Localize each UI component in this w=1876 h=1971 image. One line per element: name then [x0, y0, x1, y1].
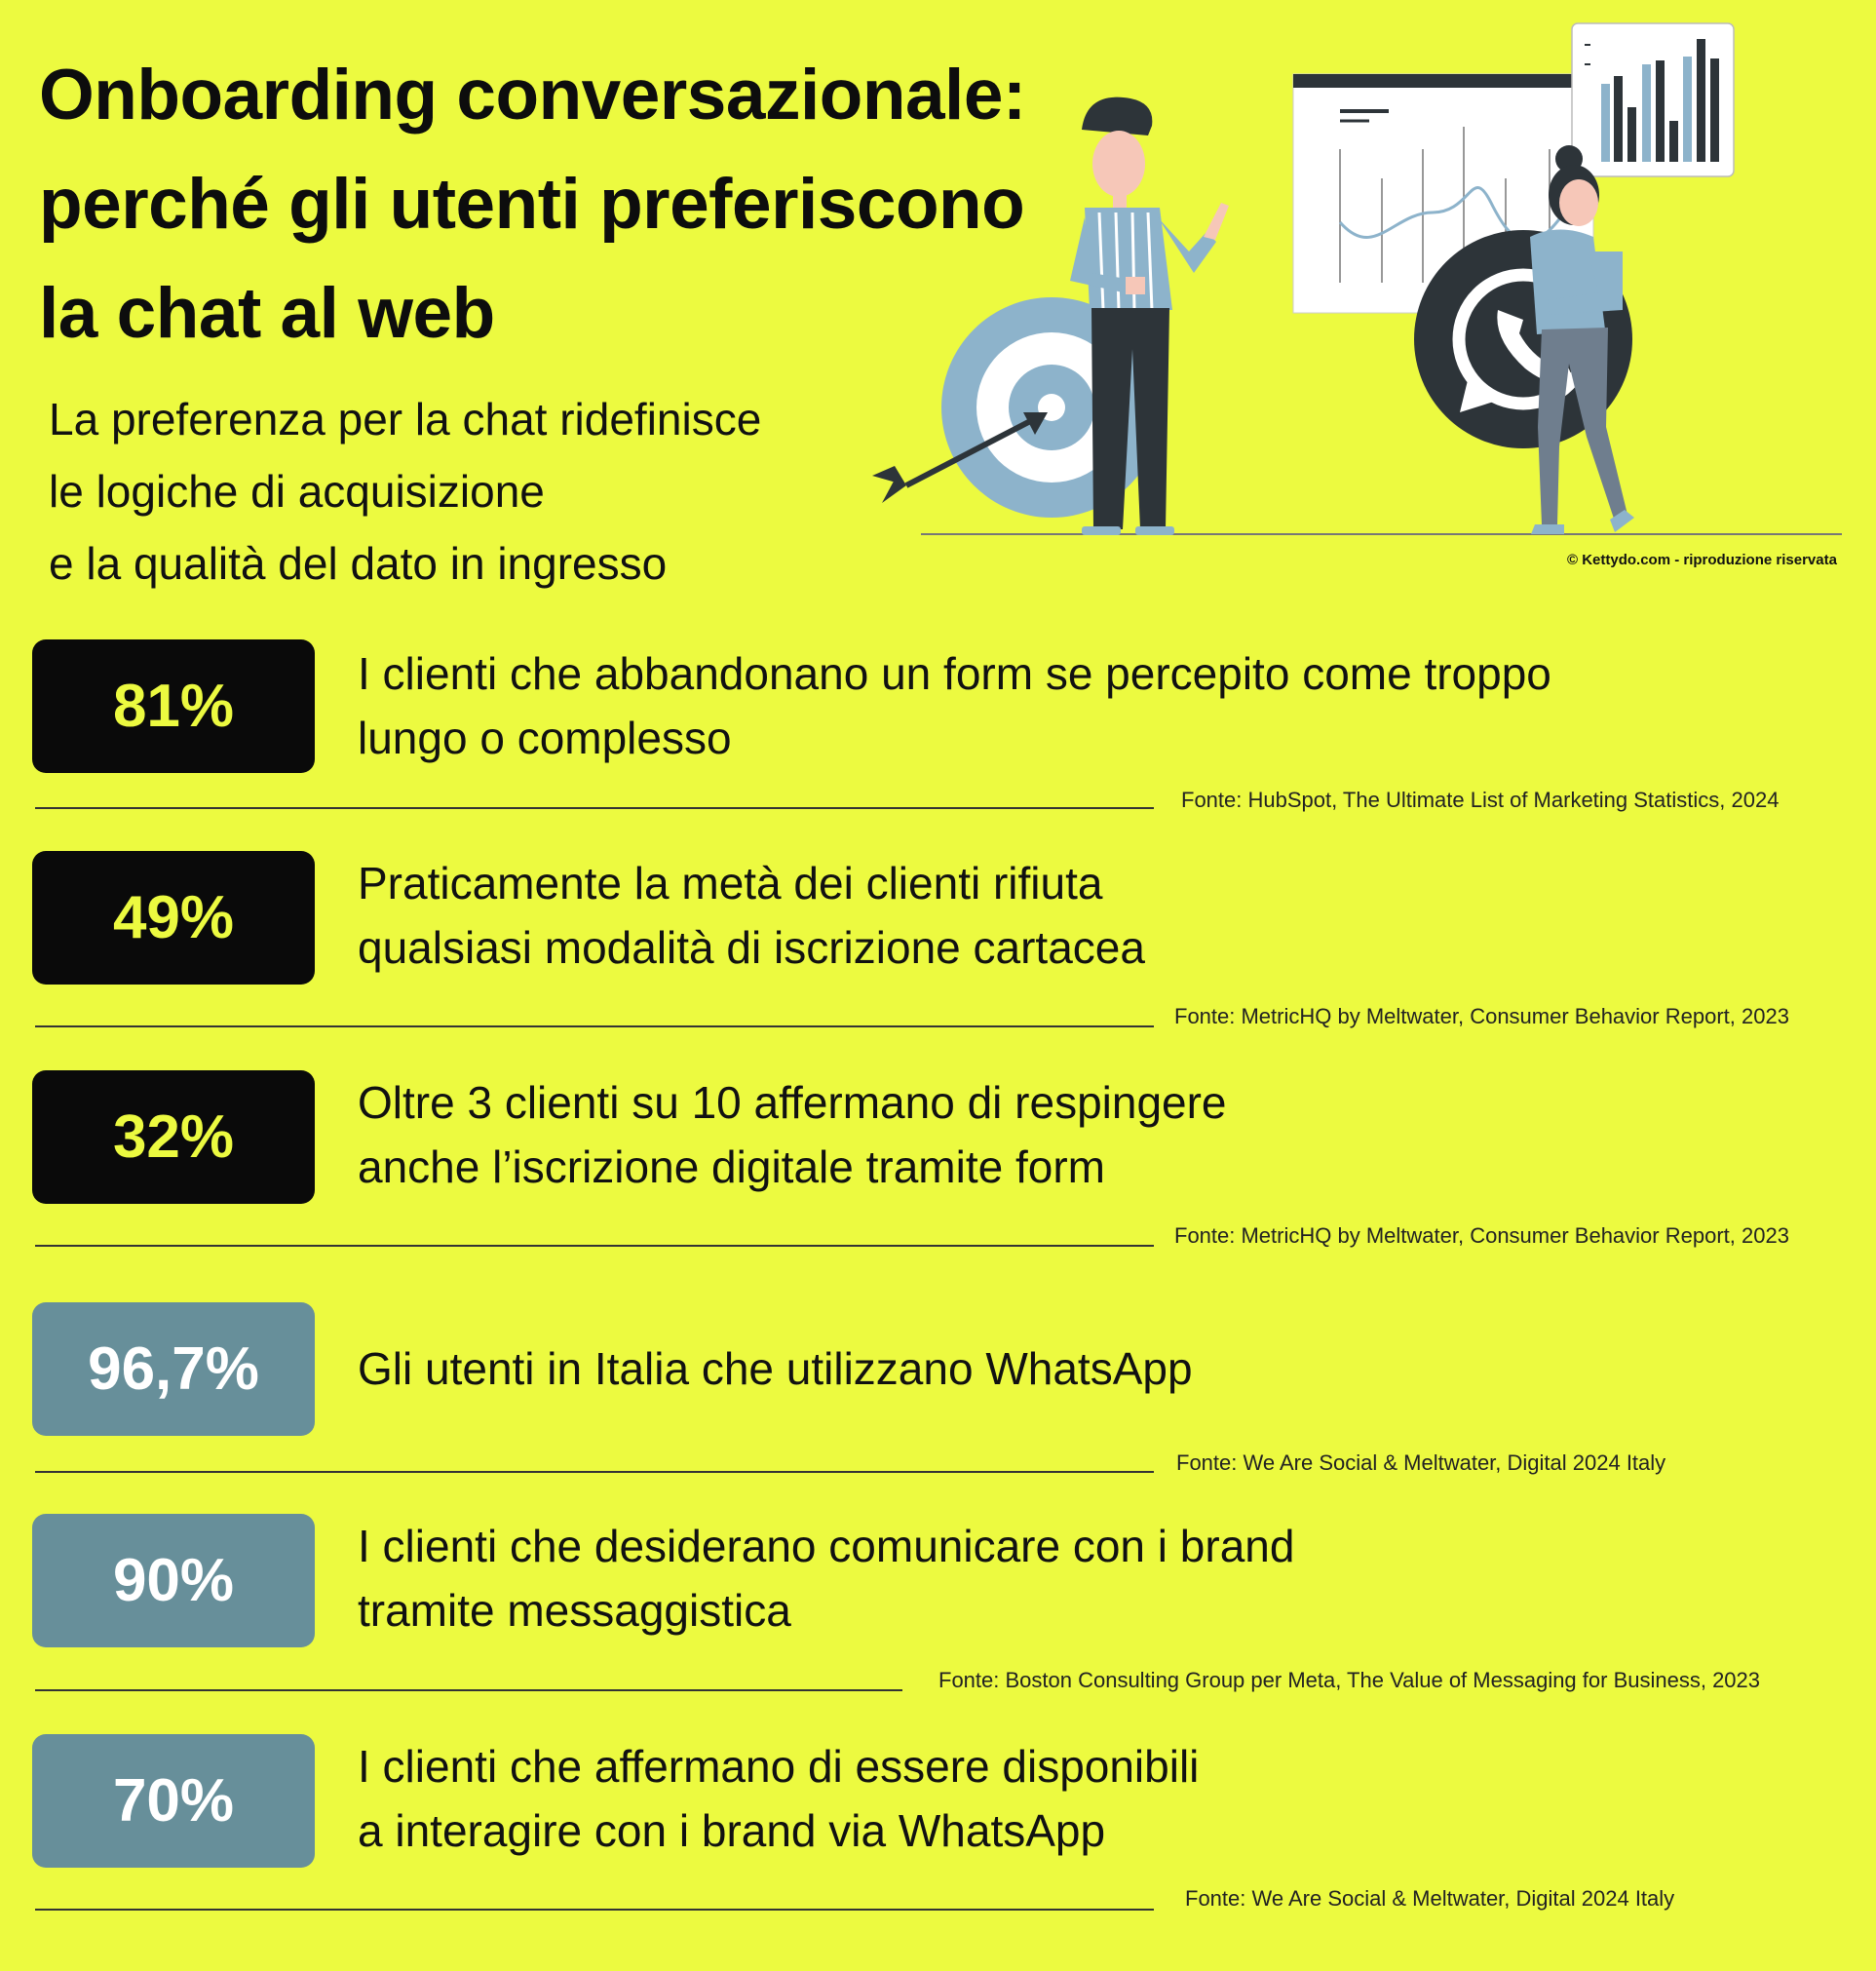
stat-description: I clienti che affermano di essere dispon…: [358, 1734, 1742, 1863]
stat-row: 96,7% Gli utenti in Italia che utilizzan…: [0, 1302, 1876, 1527]
divider: [35, 1689, 902, 1691]
divider: [35, 1025, 1154, 1027]
stat-badge: 96,7%: [32, 1302, 315, 1436]
page-title: Onboarding conversazionale: perché gli u…: [39, 41, 1189, 368]
title-line: Onboarding conversazionale:: [39, 56, 1026, 135]
copyright-note: © Kettydo.com - riproduzione riservata: [1567, 552, 1837, 568]
stat-badge: 70%: [32, 1734, 315, 1868]
woman-figure: [1530, 145, 1634, 534]
divider: [35, 1909, 1154, 1911]
subtitle: La preferenza per la chat ridefinisce le…: [49, 383, 926, 599]
man-figure: [1070, 97, 1229, 535]
divider: [35, 1245, 1154, 1247]
stat-line: Oltre 3 clienti su 10 affermano di respi…: [358, 1077, 1227, 1128]
stat-badge: 32%: [32, 1070, 315, 1204]
stat-row: 81% I clienti che abbandonano un form se…: [0, 639, 1876, 864]
stat-row: 49% Praticamente la metà dei clienti rif…: [0, 851, 1876, 1075]
stat-line: qualsiasi modalità di iscrizione cartace…: [358, 922, 1145, 973]
subtitle-line: le logiche di acquisizione: [49, 466, 545, 517]
source-note: Fonte: HubSpot, The Ultimate List of Mar…: [1181, 788, 1780, 812]
stat-line: I clienti che abbandonano un form se per…: [358, 648, 1551, 699]
stat-line: a interagire con i brand via WhatsApp: [358, 1805, 1106, 1856]
source-note: Fonte: We Are Social & Meltwater, Digita…: [1185, 1886, 1675, 1911]
subtitle-line: La preferenza per la chat ridefinisce: [49, 394, 762, 444]
stat-badge: 90%: [32, 1514, 315, 1647]
stat-line: I clienti che desiderano comunicare con …: [358, 1521, 1295, 1571]
stat-line: lungo o complesso: [358, 713, 732, 763]
stat-badge: 49%: [32, 851, 315, 985]
stat-row: 70% I clienti che affermano di essere di…: [0, 1734, 1876, 1958]
stat-description: I clienti che abbandonano un form se per…: [358, 641, 1742, 770]
arrow-icon: [872, 412, 1048, 503]
source-note: Fonte: MetricHQ by Meltwater, Consumer B…: [1174, 1004, 1789, 1028]
subtitle-line: e la qualità del dato in ingresso: [49, 538, 668, 589]
stat-row: 90% I clienti che desiderano comunicare …: [0, 1514, 1876, 1738]
title-line: la chat al web: [39, 274, 495, 353]
stat-description: Praticamente la metà dei clienti rifiuta…: [358, 851, 1742, 980]
divider: [35, 807, 1154, 809]
stat-line: I clienti che affermano di essere dispon…: [358, 1741, 1200, 1792]
stat-description: I clienti che desiderano comunicare con …: [358, 1514, 1742, 1642]
divider: [35, 1471, 1154, 1473]
stat-badge: 81%: [32, 639, 315, 773]
source-note: Fonte: MetricHQ by Meltwater, Consumer B…: [1174, 1223, 1789, 1248]
stat-line: tramite messaggistica: [358, 1585, 791, 1636]
stat-line: Gli utenti in Italia che utilizzano What…: [358, 1343, 1193, 1394]
stat-line: Praticamente la metà dei clienti rifiuta: [358, 858, 1103, 908]
source-note: Fonte: We Are Social & Meltwater, Digita…: [1176, 1450, 1666, 1475]
hero-illustration: [872, 22, 1842, 535]
bar-chart-card-icon: [1571, 22, 1735, 177]
source-note: Fonte: Boston Consulting Group per Meta,…: [938, 1668, 1761, 1692]
stat-row: 32% Oltre 3 clienti su 10 affermano di r…: [0, 1070, 1876, 1295]
stat-line: anche l’iscrizione digitale tramite form: [358, 1141, 1105, 1192]
title-line: perché gli utenti preferiscono: [39, 165, 1025, 244]
stat-description: Oltre 3 clienti su 10 affermano di respi…: [358, 1070, 1742, 1199]
stat-description: Gli utenti in Italia che utilizzano What…: [358, 1336, 1742, 1401]
